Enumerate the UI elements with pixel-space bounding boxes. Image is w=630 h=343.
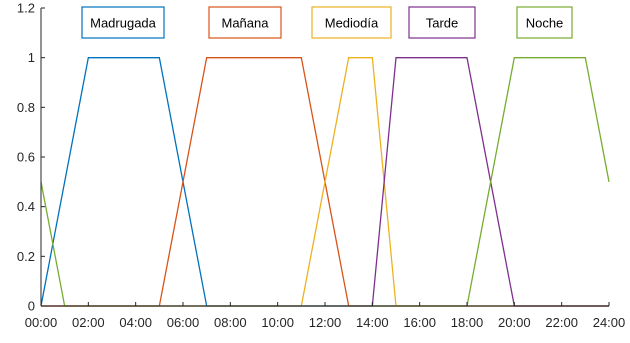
legend-label: Madrugada [90, 16, 157, 31]
x-tick-label: 02:00 [72, 315, 105, 330]
series-line-5 [40, 57, 610, 307]
y-tick-label: 0.6 [17, 150, 35, 165]
x-tick-label: 08:00 [214, 315, 247, 330]
x-tick-label: 18:00 [451, 315, 484, 330]
legend-entry-4: Tarde [408, 6, 476, 39]
legend-label: Mediodía [325, 16, 379, 31]
legend-label: Noche [526, 16, 564, 31]
legend-box [311, 6, 392, 39]
legend-entry-1: Madrugada [81, 6, 165, 39]
x-tick-label: 06:00 [167, 315, 200, 330]
legend-label: Tarde [426, 16, 459, 31]
legend-box [81, 6, 165, 39]
series-line-3 [41, 57, 609, 307]
legend-layer: Madrugada Mañana Mediodía Tarde Noche [81, 6, 573, 39]
legend-entry-3: Mediodía [311, 6, 392, 39]
ticks-layer: 00:00 02:00 04:00 06:00 08:00 10:00 12:00 14:00… [17, 1, 625, 331]
x-tick-label: 14:00 [356, 315, 389, 330]
legend-box [516, 6, 573, 39]
y-tick-label: 1 [28, 50, 35, 65]
legend-entry-2: Mañana [208, 6, 282, 39]
legend-entry-5: Noche [516, 6, 573, 39]
y-tick-label: 0.2 [17, 249, 35, 264]
x-tick-label: 12:00 [309, 315, 342, 330]
y-tick-label: 0 [28, 299, 35, 314]
x-tick-label: 22:00 [545, 315, 578, 330]
legend-box [408, 6, 476, 39]
y-tick-label: 1.2 [17, 1, 35, 16]
series-layer [40, 57, 610, 307]
legend-label: Mañana [222, 16, 270, 31]
x-tick-label: 20:00 [498, 315, 531, 330]
x-tick-label: 00:00 [25, 315, 58, 330]
y-tick-label: 0.4 [17, 199, 35, 214]
axes-layer [40, 8, 609, 307]
y-tick-label: 0.8 [17, 100, 35, 115]
x-tick-label: 10:00 [261, 315, 294, 330]
legend-box [208, 6, 282, 39]
x-tick-label: 16:00 [403, 315, 436, 330]
x-tick-label: 24:00 [593, 315, 626, 330]
x-tick-label: 04:00 [119, 315, 152, 330]
